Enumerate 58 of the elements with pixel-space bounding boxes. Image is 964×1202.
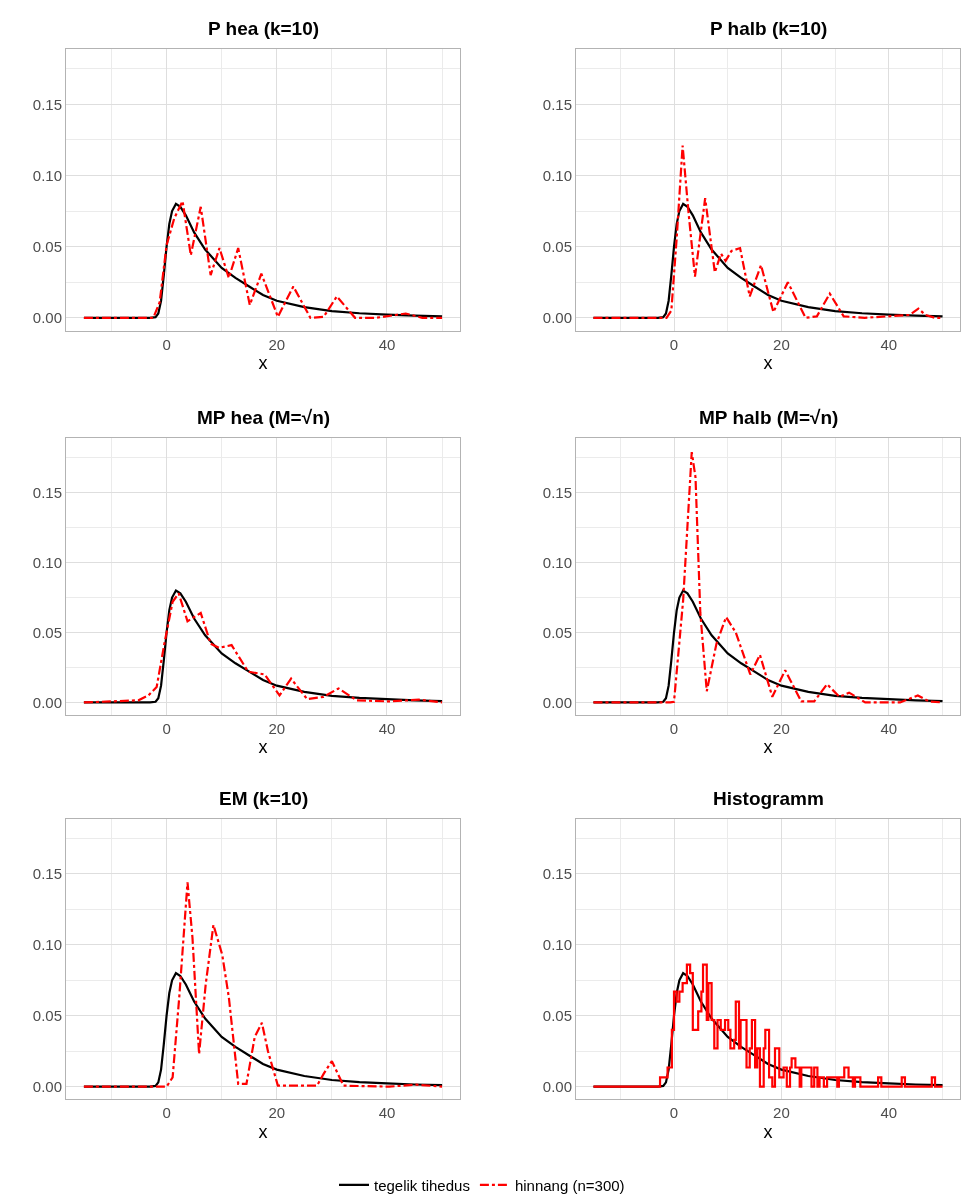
x-tick-label: 40 xyxy=(880,335,898,353)
y-tick-label: 0.00 xyxy=(32,309,62,327)
x-axis-title: x xyxy=(258,737,268,758)
y-tick-label: 0.00 xyxy=(542,693,572,711)
x-tick-label: 20 xyxy=(268,335,286,353)
x-tick-label: 40 xyxy=(378,335,396,353)
y-tick-label: 0.10 xyxy=(32,936,62,954)
y-tick-label: 0.05 xyxy=(32,623,62,641)
y-tick-label: 0.05 xyxy=(542,623,572,641)
chart-title: MP halb (M=√n) xyxy=(699,407,839,428)
x-axis-title: x xyxy=(763,1121,773,1142)
x-tick-label: 40 xyxy=(378,720,396,738)
y-tick-label: 0.00 xyxy=(32,693,62,711)
chart-title: EM (k=10) xyxy=(219,788,309,809)
y-tick-label: 0.05 xyxy=(32,1006,62,1024)
x-tick-label: 0 xyxy=(162,1104,171,1122)
x-tick-label: 0 xyxy=(162,720,171,738)
x-tick-label: 20 xyxy=(773,1104,790,1122)
x-tick-label: 0 xyxy=(162,335,171,353)
line-series xyxy=(82,881,444,1088)
y-tick-label: 0.15 xyxy=(32,483,62,501)
x-axis-title: x xyxy=(763,352,773,373)
y-tick-label: 0.15 xyxy=(542,865,572,883)
y-tick-label: 0.10 xyxy=(32,166,62,184)
y-tick-label: 0.10 xyxy=(32,553,62,571)
x-axis-title: x xyxy=(258,1121,268,1142)
x-tick-label: 40 xyxy=(378,1104,396,1122)
x-tick-label: 20 xyxy=(268,720,286,738)
chart-title: P halb (k=10) xyxy=(710,18,828,39)
y-tick-label: 0.05 xyxy=(542,237,572,255)
x-tick-label: 20 xyxy=(773,720,790,738)
y-tick-label: 0.05 xyxy=(542,1006,572,1024)
chart-title: MP hea (M=√n) xyxy=(197,407,331,428)
y-tick-label: 0.10 xyxy=(542,553,572,571)
chart-title: Histogramm xyxy=(713,788,824,809)
x-tick-label: 0 xyxy=(669,720,679,738)
y-tick-label: 0.15 xyxy=(542,95,572,113)
y-tick-label: 0.00 xyxy=(542,1077,572,1095)
y-tick-label: 0.10 xyxy=(542,166,572,184)
y-tick-label: 0.00 xyxy=(542,309,572,327)
x-tick-label: 40 xyxy=(880,1104,898,1122)
y-tick-label: 0.05 xyxy=(32,237,62,255)
x-axis-title: x xyxy=(258,352,268,373)
x-tick-label: 0 xyxy=(669,335,679,353)
line-series xyxy=(82,202,444,319)
x-tick-label: 20 xyxy=(268,1104,286,1122)
x-tick-label: 40 xyxy=(880,720,898,738)
chart-title: P hea (k=10) xyxy=(208,18,320,39)
legend-label: hinnang (n=300) xyxy=(514,1176,625,1194)
y-tick-label: 0.10 xyxy=(542,936,572,954)
y-tick-label: 0.00 xyxy=(32,1077,62,1095)
y-tick-label: 0.15 xyxy=(542,483,572,501)
x-axis-title: x xyxy=(763,737,773,758)
x-tick-label: 0 xyxy=(669,1104,679,1122)
y-tick-label: 0.15 xyxy=(32,865,62,883)
legend-label: tegelik tihedus xyxy=(374,1176,470,1194)
y-tick-label: 0.15 xyxy=(32,95,62,113)
x-tick-label: 20 xyxy=(773,335,790,353)
